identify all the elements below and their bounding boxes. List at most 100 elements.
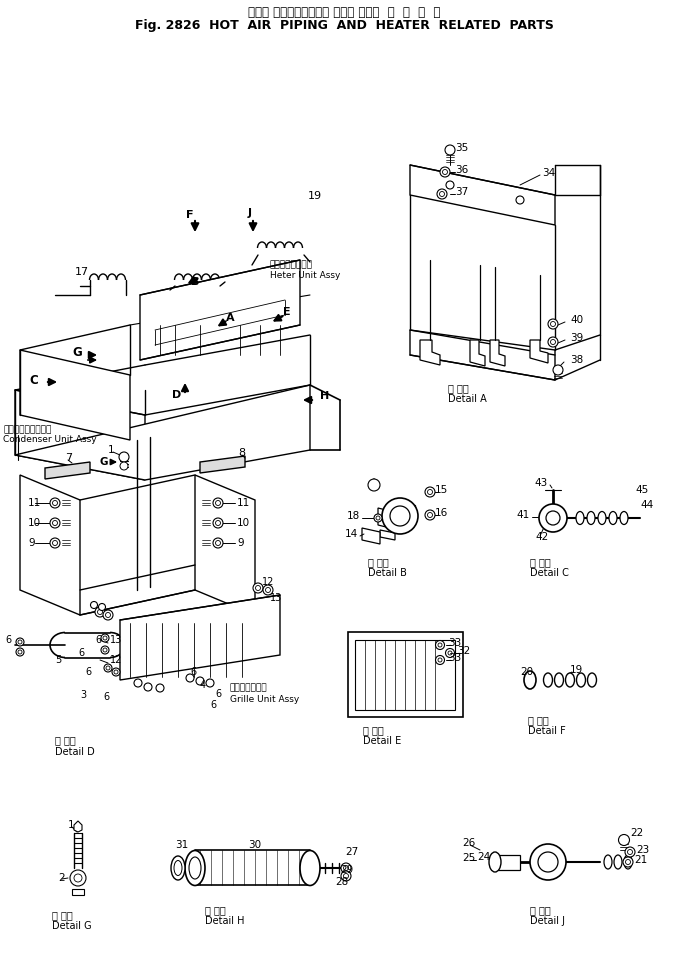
Text: 44: 44 (640, 500, 653, 510)
Circle shape (144, 683, 152, 691)
Circle shape (368, 479, 380, 491)
Circle shape (213, 518, 223, 528)
Circle shape (446, 181, 454, 189)
Circle shape (442, 169, 447, 174)
Circle shape (553, 365, 563, 375)
Polygon shape (378, 508, 390, 528)
Circle shape (539, 504, 567, 532)
Text: G: G (72, 346, 82, 358)
Text: 2: 2 (58, 873, 65, 883)
Circle shape (427, 512, 433, 517)
Circle shape (215, 520, 220, 526)
Circle shape (215, 541, 220, 545)
Text: 21: 21 (634, 855, 647, 865)
Circle shape (440, 167, 450, 177)
Circle shape (550, 340, 555, 345)
Circle shape (186, 674, 194, 682)
Text: E: E (283, 307, 291, 317)
Circle shape (376, 516, 380, 520)
Polygon shape (410, 330, 555, 380)
Text: 36: 36 (455, 165, 469, 175)
Circle shape (101, 634, 109, 642)
Ellipse shape (620, 511, 628, 525)
Ellipse shape (604, 855, 612, 869)
Text: Detail G: Detail G (52, 921, 92, 931)
Circle shape (98, 610, 103, 615)
Circle shape (438, 658, 442, 662)
Text: 12: 12 (110, 655, 122, 665)
Text: F: F (186, 210, 194, 220)
Text: Ｃ 詳細: Ｃ 詳細 (530, 557, 551, 567)
Circle shape (213, 538, 223, 548)
Circle shape (70, 870, 86, 886)
Text: 13: 13 (270, 593, 282, 603)
Text: 6: 6 (190, 667, 196, 677)
Circle shape (619, 835, 630, 845)
Text: 38: 38 (570, 355, 583, 365)
Circle shape (103, 648, 107, 652)
Ellipse shape (300, 850, 320, 885)
Text: Ｊ 詳細: Ｊ 詳細 (530, 905, 551, 915)
Text: ヒーターユニット: ヒーターユニット (270, 260, 313, 270)
Circle shape (196, 677, 204, 685)
Text: 14: 14 (345, 529, 358, 539)
Polygon shape (195, 475, 255, 615)
Circle shape (103, 636, 107, 640)
Text: 19: 19 (570, 665, 583, 675)
Text: Ｅ 詳細: Ｅ 詳細 (363, 725, 384, 735)
Text: D: D (172, 390, 181, 400)
Polygon shape (405, 505, 415, 512)
Text: Detail B: Detail B (368, 568, 407, 578)
Text: 1: 1 (108, 445, 115, 455)
Text: Ｇ 詳細: Ｇ 詳細 (52, 910, 73, 920)
Circle shape (52, 541, 58, 545)
Text: Detail F: Detail F (528, 726, 566, 736)
Polygon shape (380, 530, 395, 540)
Circle shape (105, 613, 111, 618)
Text: 23: 23 (636, 845, 649, 855)
Text: Detail E: Detail E (363, 736, 401, 746)
Text: Ｄ 詳細: Ｄ 詳細 (55, 735, 76, 745)
Text: B: B (191, 277, 200, 287)
Circle shape (50, 538, 60, 548)
Polygon shape (530, 340, 548, 363)
Text: 6: 6 (215, 689, 221, 699)
Text: 34: 34 (542, 168, 555, 178)
Polygon shape (200, 456, 245, 473)
Text: 4: 4 (200, 680, 206, 690)
Polygon shape (140, 260, 300, 360)
Text: 7: 7 (65, 453, 72, 463)
Ellipse shape (171, 856, 185, 880)
Circle shape (52, 520, 58, 526)
Text: 30: 30 (248, 840, 261, 850)
Text: 1: 1 (68, 820, 74, 830)
Text: 16: 16 (435, 508, 449, 518)
Circle shape (341, 871, 351, 881)
Circle shape (215, 501, 220, 506)
Circle shape (103, 610, 113, 620)
Text: 33: 33 (448, 653, 461, 663)
Circle shape (546, 511, 560, 525)
Text: 6: 6 (78, 648, 84, 658)
Circle shape (625, 847, 635, 857)
Text: 31: 31 (175, 840, 189, 850)
Text: A: A (226, 313, 235, 323)
Ellipse shape (588, 673, 596, 687)
Text: 39: 39 (570, 333, 583, 343)
Circle shape (156, 684, 164, 692)
Text: 33: 33 (448, 638, 461, 648)
Text: 25: 25 (462, 853, 475, 863)
Bar (355, 640, 455, 710)
Text: 42: 42 (535, 532, 548, 542)
Text: 6: 6 (210, 700, 216, 710)
Text: 9: 9 (28, 538, 34, 548)
Polygon shape (410, 165, 555, 225)
Circle shape (625, 859, 630, 865)
Text: Ｂ 詳細: Ｂ 詳細 (368, 557, 389, 567)
Text: 5: 5 (55, 655, 61, 665)
Text: Condenser Unit Assy: Condenser Unit Assy (3, 435, 96, 444)
Text: Ａ 詳細: Ａ 詳細 (448, 383, 469, 393)
Polygon shape (120, 595, 280, 680)
Ellipse shape (174, 860, 182, 876)
Text: 27: 27 (345, 847, 358, 857)
